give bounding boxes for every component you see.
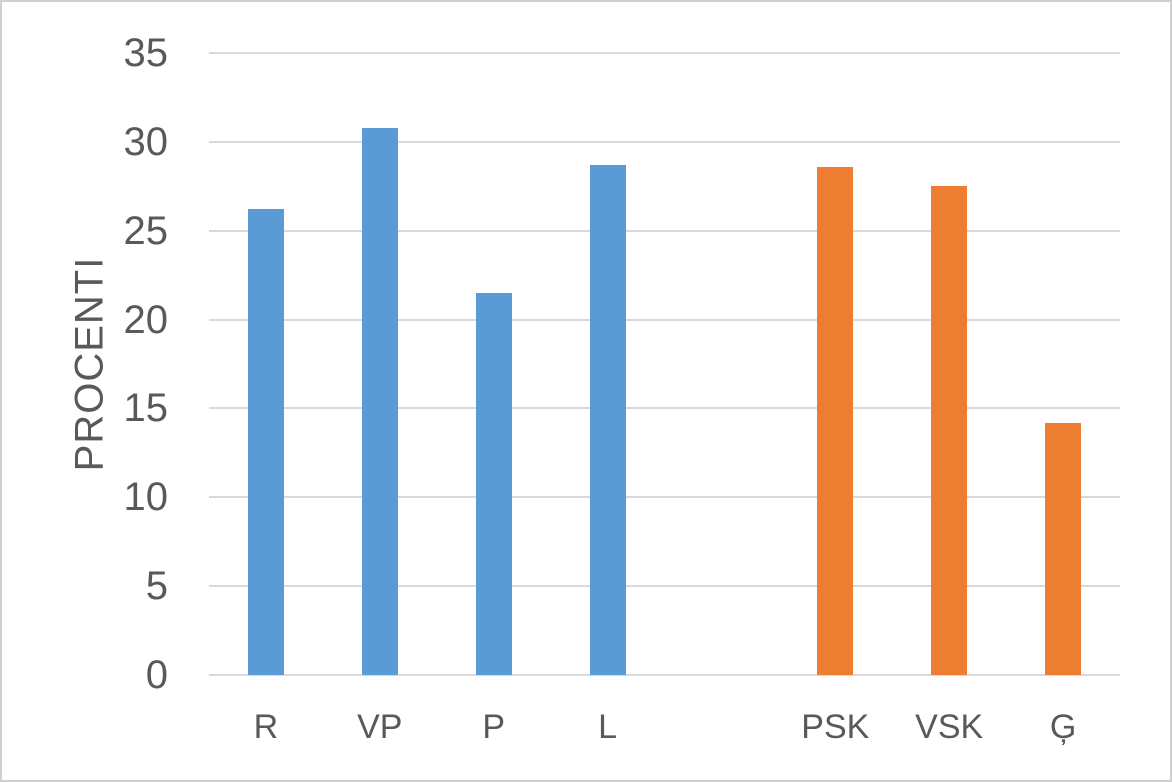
y-tick-label-20: 20 xyxy=(123,297,169,342)
x-tick-label-Ģ: Ģ xyxy=(1049,708,1077,746)
y-tick-label-25: 25 xyxy=(123,208,169,253)
y-tick-label-30: 30 xyxy=(123,119,169,164)
gridline-25 xyxy=(209,229,1120,232)
y-axis-title: PROCENTI xyxy=(67,256,112,472)
bar-L xyxy=(589,164,626,675)
gridline-5 xyxy=(209,585,1120,588)
y-tick-label-5: 5 xyxy=(145,564,168,609)
bar-R xyxy=(247,209,284,675)
bar-VSK xyxy=(931,186,968,675)
gridline-30 xyxy=(209,140,1120,143)
x-tick-label-R: R xyxy=(253,708,279,746)
y-tick-label-35: 35 xyxy=(123,31,169,75)
bar-P xyxy=(475,292,512,675)
x-axis-line xyxy=(209,674,1120,676)
x-tick-label-P: P xyxy=(482,708,506,746)
x-tick-label-VP: VP xyxy=(357,708,403,746)
bar-PSK xyxy=(817,166,854,675)
gridline-15 xyxy=(209,407,1120,410)
bar-Ģ xyxy=(1045,422,1082,675)
gridline-20 xyxy=(209,318,1120,321)
x-tick-label-PSK: PSK xyxy=(801,708,870,746)
x-tick-label-VSK: VSK xyxy=(915,708,984,746)
gridline-10 xyxy=(209,496,1120,499)
y-tick-label-10: 10 xyxy=(123,475,169,520)
bar-VP xyxy=(361,127,398,675)
y-tick-label-15: 15 xyxy=(123,386,169,431)
y-tick-label-0: 0 xyxy=(145,653,168,697)
gridline-35 xyxy=(209,52,1120,54)
x-tick-label-L: L xyxy=(598,708,618,746)
